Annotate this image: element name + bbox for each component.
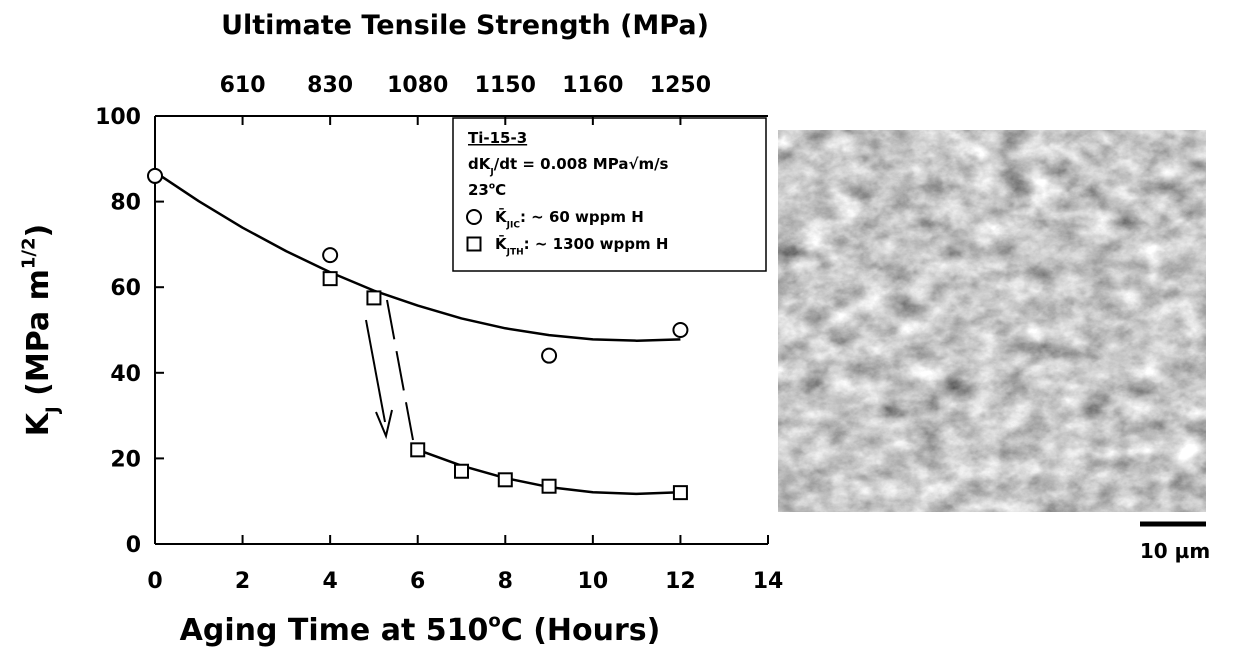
marker bbox=[454, 463, 469, 479]
y-tick-label: 100 bbox=[95, 105, 141, 130]
dashed-arrow bbox=[386, 299, 414, 441]
x2-tick-label: 610 bbox=[220, 73, 266, 98]
x-tick-label: 2 bbox=[235, 569, 250, 594]
marker bbox=[541, 347, 558, 364]
text-part: (MPa m bbox=[21, 269, 56, 406]
marker bbox=[466, 209, 482, 225]
text-part: ) bbox=[21, 224, 56, 238]
legend-label: K̄JTH: ~ 1300 wppm H bbox=[495, 233, 668, 257]
x-tick-label: 10 bbox=[578, 569, 609, 594]
marker bbox=[672, 322, 689, 338]
x2-tick-label: 1250 bbox=[650, 73, 711, 98]
marker bbox=[410, 442, 426, 458]
text-part: K bbox=[21, 411, 56, 436]
x-tick-label: 8 bbox=[498, 569, 513, 594]
y-tick-label: 40 bbox=[110, 362, 141, 387]
x-tick-label: 0 bbox=[147, 569, 162, 594]
text-part: dK bbox=[468, 155, 492, 173]
text-part: C (Hours) bbox=[501, 613, 661, 648]
marker bbox=[147, 167, 163, 184]
marker bbox=[322, 271, 338, 287]
y-tick-label: 20 bbox=[110, 447, 141, 472]
text-part: : ~ 60 wppm H bbox=[520, 208, 644, 226]
text-part: 23 bbox=[468, 181, 489, 199]
arrow bbox=[365, 319, 386, 423]
x-tick-label: 6 bbox=[410, 569, 425, 594]
x-tick-label: 4 bbox=[322, 569, 337, 594]
text-part: o bbox=[488, 611, 500, 632]
text-part: /dt = 0.008 MPa√m/s bbox=[494, 155, 669, 173]
micrograph bbox=[778, 130, 1206, 512]
text-part: Aging Time at 510 bbox=[180, 613, 489, 648]
marker bbox=[497, 472, 513, 488]
text-part: o bbox=[489, 181, 495, 191]
text-part: J bbox=[43, 406, 64, 415]
x2-tick-label: 1150 bbox=[475, 73, 536, 98]
y-tick-label: 80 bbox=[110, 191, 141, 216]
x-tick-label: 12 bbox=[665, 569, 696, 594]
arrow-head bbox=[375, 409, 393, 440]
legend-note: 23oC bbox=[468, 181, 506, 199]
legend-title: Ti-15-3 bbox=[468, 129, 527, 147]
text-part: 1/2 bbox=[19, 238, 40, 270]
legend-box bbox=[452, 117, 767, 272]
marker bbox=[541, 478, 557, 494]
text-part: K̄ bbox=[495, 233, 508, 253]
marker bbox=[366, 290, 382, 306]
y-axis-label: KJ (MPa m1/2) bbox=[19, 224, 64, 436]
x-tick-label: 14 bbox=[753, 569, 784, 594]
scale-label: 10 µm bbox=[1140, 539, 1210, 563]
x-axis-label: Aging Time at 510oC (Hours) bbox=[180, 611, 661, 649]
marker bbox=[466, 236, 482, 252]
y-tick-label: 0 bbox=[126, 533, 141, 558]
x2-tick-label: 830 bbox=[307, 73, 353, 98]
chart-title: Ultimate Tensile Strength (MPa) bbox=[221, 10, 709, 41]
text-part: JTH bbox=[506, 247, 524, 257]
x2-tick-label: 1160 bbox=[562, 73, 623, 98]
text-part: JIC bbox=[506, 220, 521, 230]
text-part: J bbox=[489, 167, 493, 177]
x2-tick-label: 1080 bbox=[387, 73, 448, 98]
legend-label: K̄JIC: ~ 60 wppm H bbox=[495, 206, 644, 230]
marker bbox=[672, 485, 688, 501]
text-part: : ~ 1300 wppm H bbox=[524, 235, 669, 253]
fit-curve bbox=[154, 171, 681, 342]
marker bbox=[322, 247, 339, 264]
text-part: C bbox=[495, 181, 506, 199]
y-tick-label: 60 bbox=[110, 276, 141, 301]
text-part: K̄ bbox=[495, 206, 508, 226]
legend-note: dKJ/dt = 0.008 MPa√m/s bbox=[468, 155, 669, 177]
